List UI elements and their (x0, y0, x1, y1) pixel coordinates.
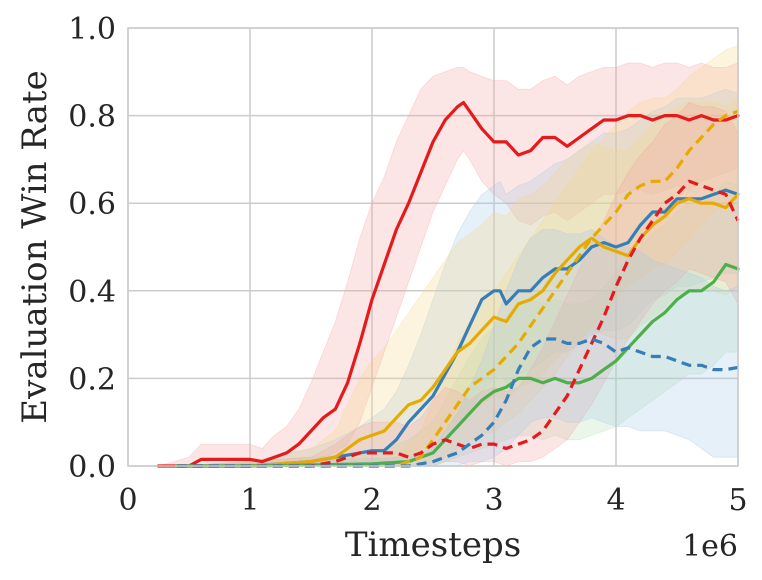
series-line-6 (176, 337, 739, 468)
x-tick-label-0: 0 (118, 483, 137, 518)
y-tick-label-4: 0.8 (68, 100, 116, 135)
x-tick-label-4: 4 (606, 483, 625, 518)
series-lines (156, 100, 740, 468)
tick-labels: 0 1 2 3 4 5 0.0 0.2 0.4 0.6 0.8 1.0 (68, 12, 747, 518)
y-tick-label-3: 0.6 (68, 187, 116, 222)
y-axis-title: Evaluation Win Rate (15, 70, 55, 423)
series-line-1 (175, 188, 740, 468)
x-tick-label-1: 1 (240, 483, 259, 518)
series-line-5 (176, 179, 740, 468)
series-line-0 (156, 100, 740, 468)
x-tick-label-3: 3 (484, 483, 503, 518)
series-line-4 (176, 109, 739, 468)
x-tick-label-5: 5 (728, 483, 747, 518)
y-tick-label-2: 0.4 (68, 275, 116, 310)
series-line-2 (175, 192, 740, 468)
y-tick-label-0: 0.0 (68, 450, 116, 485)
y-tick-label-1: 0.2 (68, 362, 116, 397)
plot-frame (127, 27, 739, 467)
x-axis-offset-label: 1e6 (682, 529, 738, 564)
confidence-bands (158, 44, 739, 467)
x-tick-label-2: 2 (362, 483, 381, 518)
y-tick-label-5: 1.0 (68, 12, 116, 47)
x-axis-title: Timesteps (345, 525, 521, 565)
